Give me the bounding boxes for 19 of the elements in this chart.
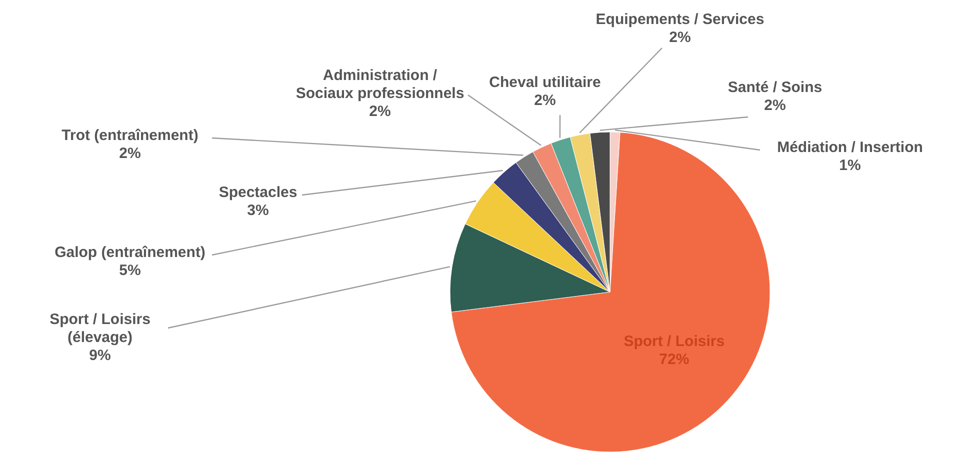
data-label: 2% bbox=[669, 29, 691, 46]
slice-label: Spectacles bbox=[218, 184, 298, 201]
data-label: 9% bbox=[89, 347, 111, 364]
slice-label: Administration / Sociaux professionnels bbox=[296, 67, 464, 102]
data-label: 2% bbox=[119, 145, 141, 162]
data-label: 2% bbox=[369, 103, 391, 120]
data-label: 2% bbox=[534, 92, 556, 109]
slice-label: Cheval utilitaire bbox=[489, 74, 601, 91]
data-label: 1% bbox=[839, 157, 861, 174]
data-label: 5% bbox=[119, 262, 141, 279]
slice-label: Trot (entraînement) bbox=[62, 127, 198, 144]
slice-label: Galop (entraînement) bbox=[54, 244, 206, 261]
data-label: 3% bbox=[247, 202, 269, 219]
slice-label: Equipements / Services bbox=[596, 11, 764, 28]
slice-label: Santé / Soins bbox=[728, 79, 822, 96]
slice-label: Sport / Loisirs (élevage) bbox=[50, 311, 150, 346]
pie-slice bbox=[451, 132, 770, 452]
slice-label: Médiation / Insertion bbox=[777, 139, 923, 156]
data-label: 2% bbox=[764, 97, 786, 114]
